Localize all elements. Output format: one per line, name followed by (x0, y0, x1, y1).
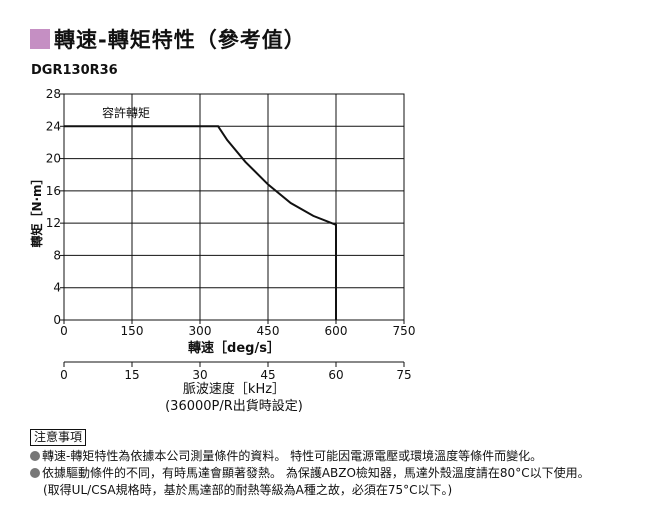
y-tick-label: 20 (46, 152, 61, 166)
y-tick-label: 24 (46, 119, 61, 133)
x-axis-label: 轉速［deg/s］ (188, 340, 280, 356)
secondary-tick-label: 75 (396, 368, 411, 382)
title-text: 轉速-轉矩特性（參考值） (54, 28, 306, 52)
x-tick-label: 0 (60, 324, 68, 338)
y-tick-label: 12 (46, 216, 61, 230)
secondary-tick-label: 0 (60, 368, 68, 382)
notes-heading: 注意事項 (30, 429, 87, 446)
secondary-axis-note: (36000P/R出貨時設定) (165, 398, 303, 414)
note-item: 轉速-轉矩特性為依據本公司測量條件的資料。 特性可能因電源電壓或環境溫度等條件而… (30, 448, 650, 465)
note-text: 依據驅動條件的不同，有時馬達會顯著發熱。 為保護ABZO檢知器，馬達外殼溫度請在… (42, 466, 590, 480)
x-tick-label: 450 (257, 324, 280, 338)
secondary-axis-ticks: 0 15 30 45 60 75 (60, 362, 412, 382)
y-tick-label: 28 (46, 87, 61, 101)
y-tick-label: 0 (53, 313, 61, 327)
secondary-tick-label: 15 (124, 368, 139, 382)
x-tick-label: 750 (393, 324, 416, 338)
y-tick-label: 16 (46, 184, 61, 198)
secondary-tick-label: 30 (192, 368, 207, 382)
secondary-tick-label: 60 (328, 368, 343, 382)
chart-grid (64, 94, 404, 320)
allowable-torque-annotation: 容許轉矩 (102, 105, 150, 120)
y-tick-labels: 0 4 8 12 16 20 24 28 (46, 87, 64, 327)
title-marker-icon (30, 29, 50, 49)
notes-section: 注意事項 轉速-轉矩特性為依據本公司測量條件的資料。 特性可能因電源電壓或環境溫… (30, 429, 650, 499)
secondary-tick-label: 45 (260, 368, 275, 382)
y-tick-label: 4 (53, 281, 61, 295)
secondary-axis-label: 脈波速度［kHz］ (183, 381, 285, 397)
bullet-icon (30, 451, 40, 461)
x-tick-label: 300 (189, 324, 212, 338)
x-tick-labels: 0 150 300 450 600 750 (60, 320, 415, 338)
plot-frame (63, 93, 405, 321)
note-sub-text: (取得UL/CSA規格時，基於馬達部的耐熱等級為A種之故，必須在75°C以下。) (43, 483, 453, 497)
page-title: 轉速-轉矩特性（參考值） (30, 24, 306, 54)
bullet-icon (30, 468, 40, 478)
note-text: 轉速-轉矩特性為依據本公司測量條件的資料。 特性可能因電源電壓或環境溫度等條件而… (42, 449, 543, 463)
note-item: 依據驅動條件的不同，有時馬達會顯著發熱。 為保護ABZO檢知器，馬達外殼溫度請在… (30, 465, 650, 482)
x-tick-label: 150 (121, 324, 144, 338)
torque-curve (64, 125, 337, 320)
x-tick-label: 600 (325, 324, 348, 338)
model-name: DGR130R36 (31, 63, 118, 78)
y-tick-label: 8 (53, 248, 61, 262)
y-axis-label: 轉矩［N·m］ (29, 172, 44, 247)
